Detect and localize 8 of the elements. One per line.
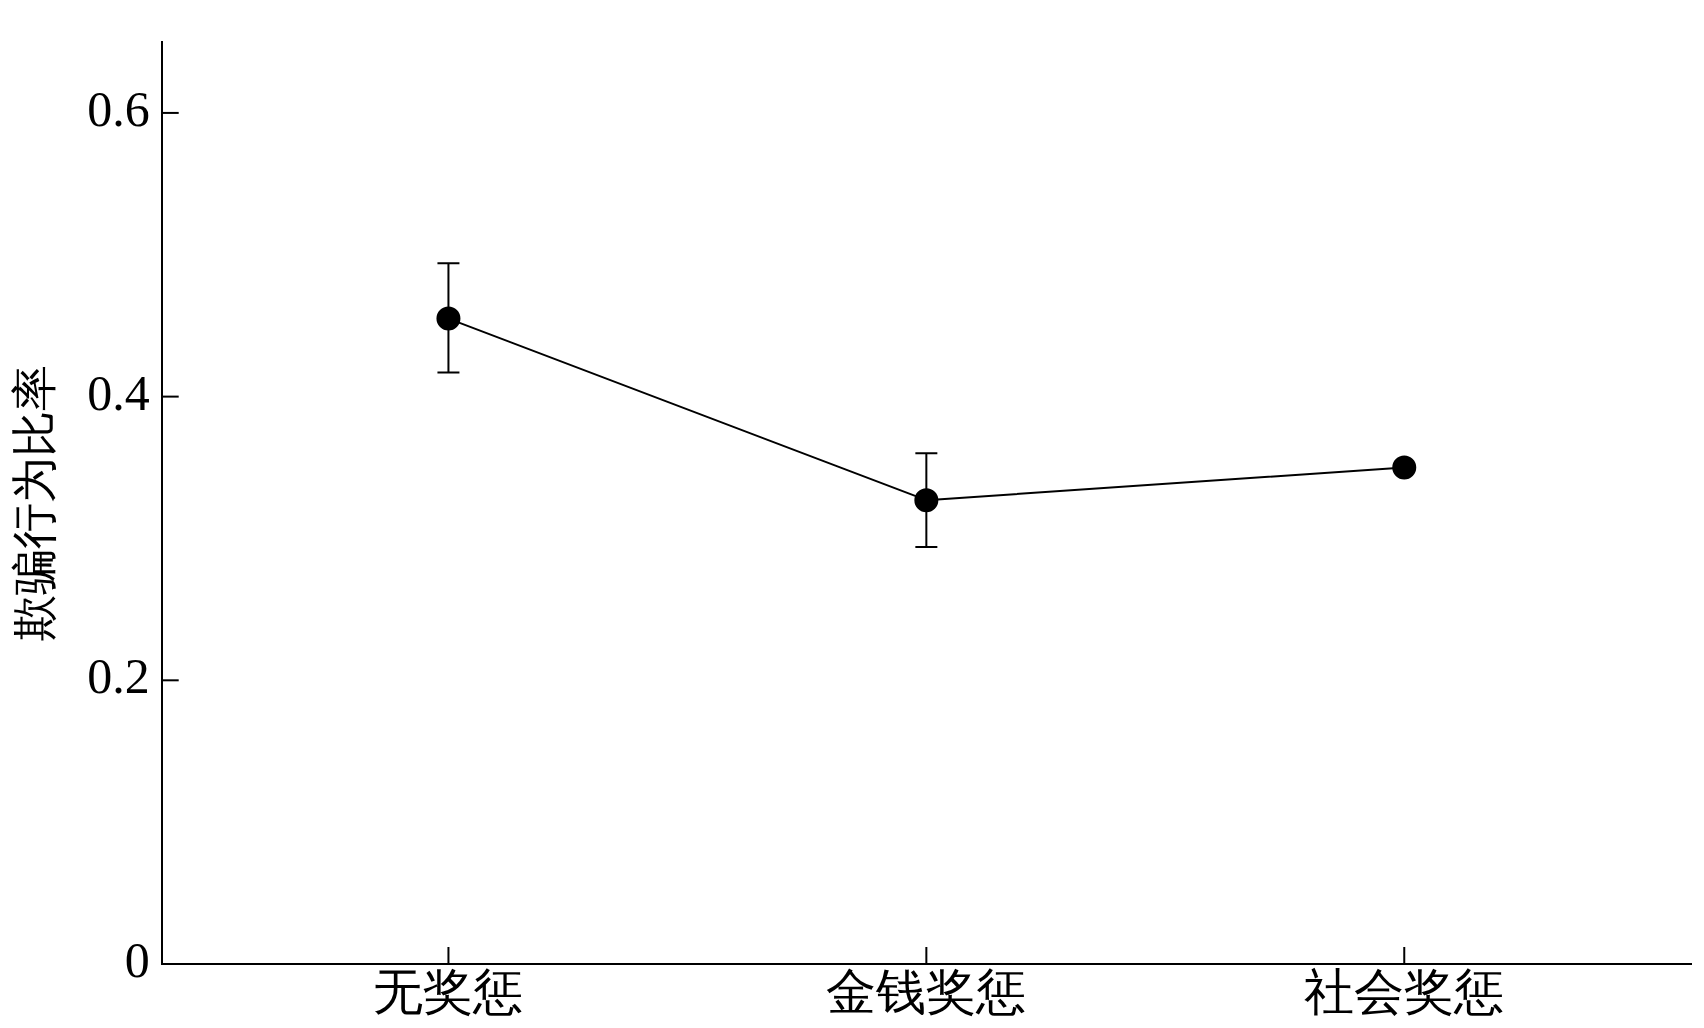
x-tick-label: 无奖惩	[373, 964, 524, 1021]
x-tick-label: 社会奖惩	[1304, 964, 1505, 1021]
y-axis-title: 欺骗行为比率	[8, 365, 60, 641]
y-tick-label: 0.2	[87, 648, 150, 705]
y-tick-label: 0.6	[87, 81, 150, 138]
y-tick-label: 0.4	[87, 364, 150, 421]
y-tick-label: 0	[124, 932, 150, 989]
x-tick-label: 金钱奖惩	[826, 964, 1027, 1021]
